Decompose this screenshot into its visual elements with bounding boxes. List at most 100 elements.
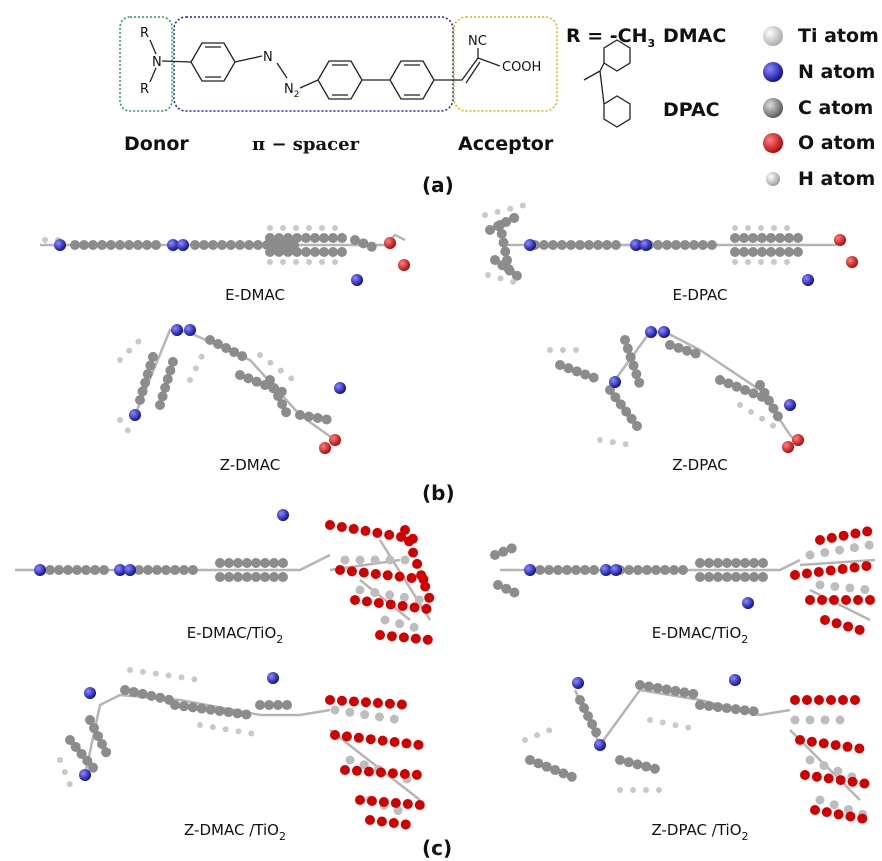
molecule-label: Z-DMAC	[220, 456, 280, 474]
legend-ball	[766, 172, 780, 186]
atom-label: N	[152, 55, 162, 70]
ti-atoms	[795, 720, 865, 815]
n-atom	[124, 564, 136, 576]
molecule-z-dmac	[120, 324, 346, 454]
molecule-e-dmac	[40, 228, 410, 286]
panel-b: E-DMAC E-DPAC Z-DMAC Z-DPAC (b)	[40, 205, 858, 505]
n-atom	[640, 239, 652, 251]
panel-label: (b)	[422, 481, 455, 505]
dpac-structure	[584, 40, 630, 127]
n-atom	[645, 326, 657, 338]
substituent-name: DMAC	[663, 25, 726, 47]
legend-label: Ti atom	[798, 25, 879, 47]
o-atom	[384, 237, 396, 249]
molecule-label: Z-DPAC /TiO2	[651, 821, 748, 843]
label-text: E-DMAC/TiO	[652, 624, 742, 642]
o-atoms	[795, 530, 875, 630]
molecule-z-dpac	[550, 326, 804, 453]
group-label: Donor	[124, 133, 189, 155]
legend-ball	[763, 98, 783, 118]
atom-label: COOH	[502, 60, 541, 75]
n-atom	[351, 274, 363, 286]
group-label: π − spacer	[252, 134, 360, 155]
molecule-label: E-DPAC	[673, 286, 728, 304]
molecule-e-dmac-tio2	[15, 509, 435, 640]
n-atom	[177, 239, 189, 251]
subscript: 2	[742, 830, 749, 843]
o-atom	[834, 234, 846, 246]
n-atom	[524, 239, 536, 251]
legend-label: O atom	[798, 132, 876, 154]
n-atom	[784, 399, 796, 411]
n-atom	[184, 324, 196, 336]
legend-ball	[763, 26, 783, 46]
molecule-label: Z-DMAC /TiO2	[184, 821, 286, 843]
atom-text: N	[284, 82, 294, 97]
n-atom	[129, 409, 141, 421]
n-atom	[277, 509, 289, 521]
n-atom	[594, 739, 606, 751]
legend: Ti atom N atom C atom O atom H atom	[763, 25, 879, 190]
legend-ball	[763, 133, 783, 153]
n-atom	[610, 564, 622, 576]
substituent-name: DPAC	[663, 99, 720, 121]
label-text: E-DMAC/TiO	[187, 624, 277, 642]
n-atom	[572, 677, 584, 689]
molecule-label: E-DMAC	[225, 286, 285, 304]
subscript: 3	[648, 37, 656, 50]
label-text: Z-DPAC /TiO	[651, 821, 741, 839]
molecule-z-dpac-tio2	[525, 674, 875, 820]
atom-label: R	[140, 26, 149, 41]
panel-a: R N R N N2 NC COOH Donor π − spacer Acce…	[120, 17, 879, 197]
molecule-label: E-DMAC/TiO2	[652, 624, 749, 646]
o-atom	[329, 434, 341, 446]
o-atom	[398, 259, 410, 271]
carbon-atoms	[140, 340, 330, 420]
hydrogen-atoms	[525, 720, 700, 790]
panel-label: (a)	[422, 173, 454, 197]
atom-label: N	[263, 50, 273, 65]
n-atom	[729, 674, 741, 686]
o-atom	[792, 434, 804, 446]
spacer-box	[174, 17, 453, 111]
legend-label: H atom	[798, 168, 875, 190]
subscript: 2	[294, 90, 300, 100]
bonds	[85, 695, 420, 800]
carbon-atoms	[560, 340, 780, 430]
hydrogen-atoms	[550, 350, 780, 445]
subscript: 2	[279, 830, 286, 843]
substituent: R = -CH3	[566, 25, 655, 50]
n-atom	[802, 274, 814, 286]
molecule-label: E-DMAC/TiO2	[187, 624, 284, 646]
o-atoms	[330, 700, 420, 825]
legend-ball	[763, 62, 783, 82]
molecule-e-dpac-tio2	[495, 530, 875, 630]
panel-label: (c)	[422, 836, 452, 860]
n-atom	[658, 326, 670, 338]
n-atom	[34, 564, 46, 576]
atom-label: R	[140, 82, 149, 97]
n-atom	[171, 324, 183, 336]
subscript: 2	[741, 633, 748, 646]
label-text: Z-DMAC /TiO	[184, 821, 279, 839]
n-atom	[334, 382, 346, 394]
substituent-text: R = -CH	[566, 25, 648, 47]
panel-c: E-DMAC/TiO2 E-DMAC/TiO2 Z-DMAC /TiO2 Z-D…	[15, 509, 875, 860]
figure: R N R N N2 NC COOH Donor π − spacer Acce…	[0, 0, 882, 861]
atom-label: NC	[468, 34, 487, 49]
molecule-z-dmac-tio2	[60, 670, 420, 825]
legend-label: C atom	[798, 97, 873, 119]
atom-label: N2	[284, 82, 299, 100]
o-atom	[846, 256, 858, 268]
legend-label: N atom	[798, 61, 875, 83]
n-atom	[524, 564, 536, 576]
bonds	[150, 40, 500, 99]
n-atom	[742, 597, 754, 609]
n-atom	[79, 769, 91, 781]
carbon-atoms	[530, 685, 760, 780]
molecule-e-dpac	[485, 205, 858, 286]
n-atom	[609, 376, 621, 388]
n-atom	[267, 672, 279, 684]
o-atom	[782, 441, 794, 453]
subscript: 2	[276, 633, 283, 646]
